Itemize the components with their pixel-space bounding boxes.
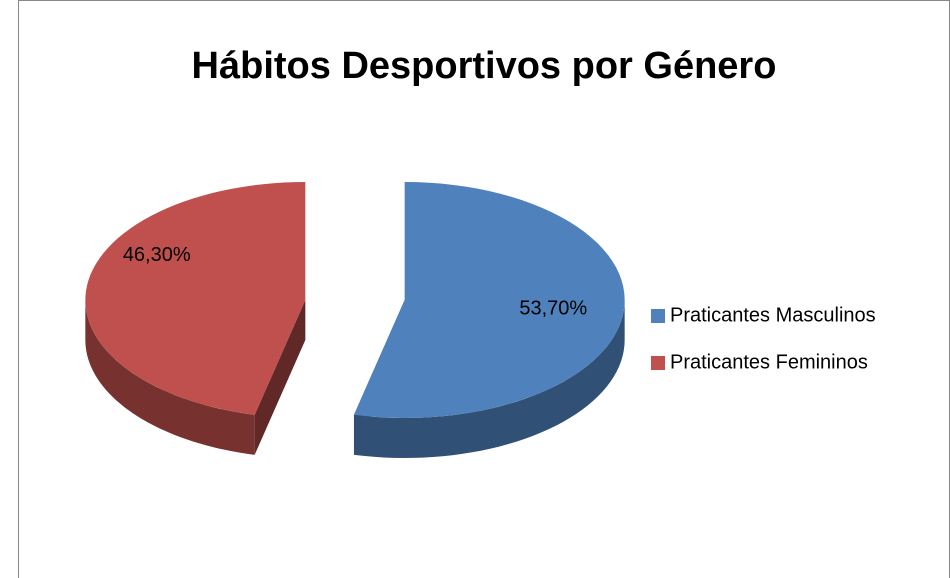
data-label: 46,30% [123,244,191,266]
pie-slice [85,182,306,455]
slice-side [85,300,255,455]
chart-title: Hábitos Desportivos por Género [192,45,777,87]
legend-swatch [651,309,665,323]
slice-top [353,182,625,418]
legend-label: Praticantes Masculinos [670,304,876,326]
pie-slice [353,182,625,458]
slice-top [85,182,306,415]
slice-cut-face [254,300,306,455]
legend-label: Praticantes Femininos [670,351,868,373]
slice-side [353,300,625,458]
legend-swatch [651,356,665,370]
data-label: 53,70% [519,298,587,320]
